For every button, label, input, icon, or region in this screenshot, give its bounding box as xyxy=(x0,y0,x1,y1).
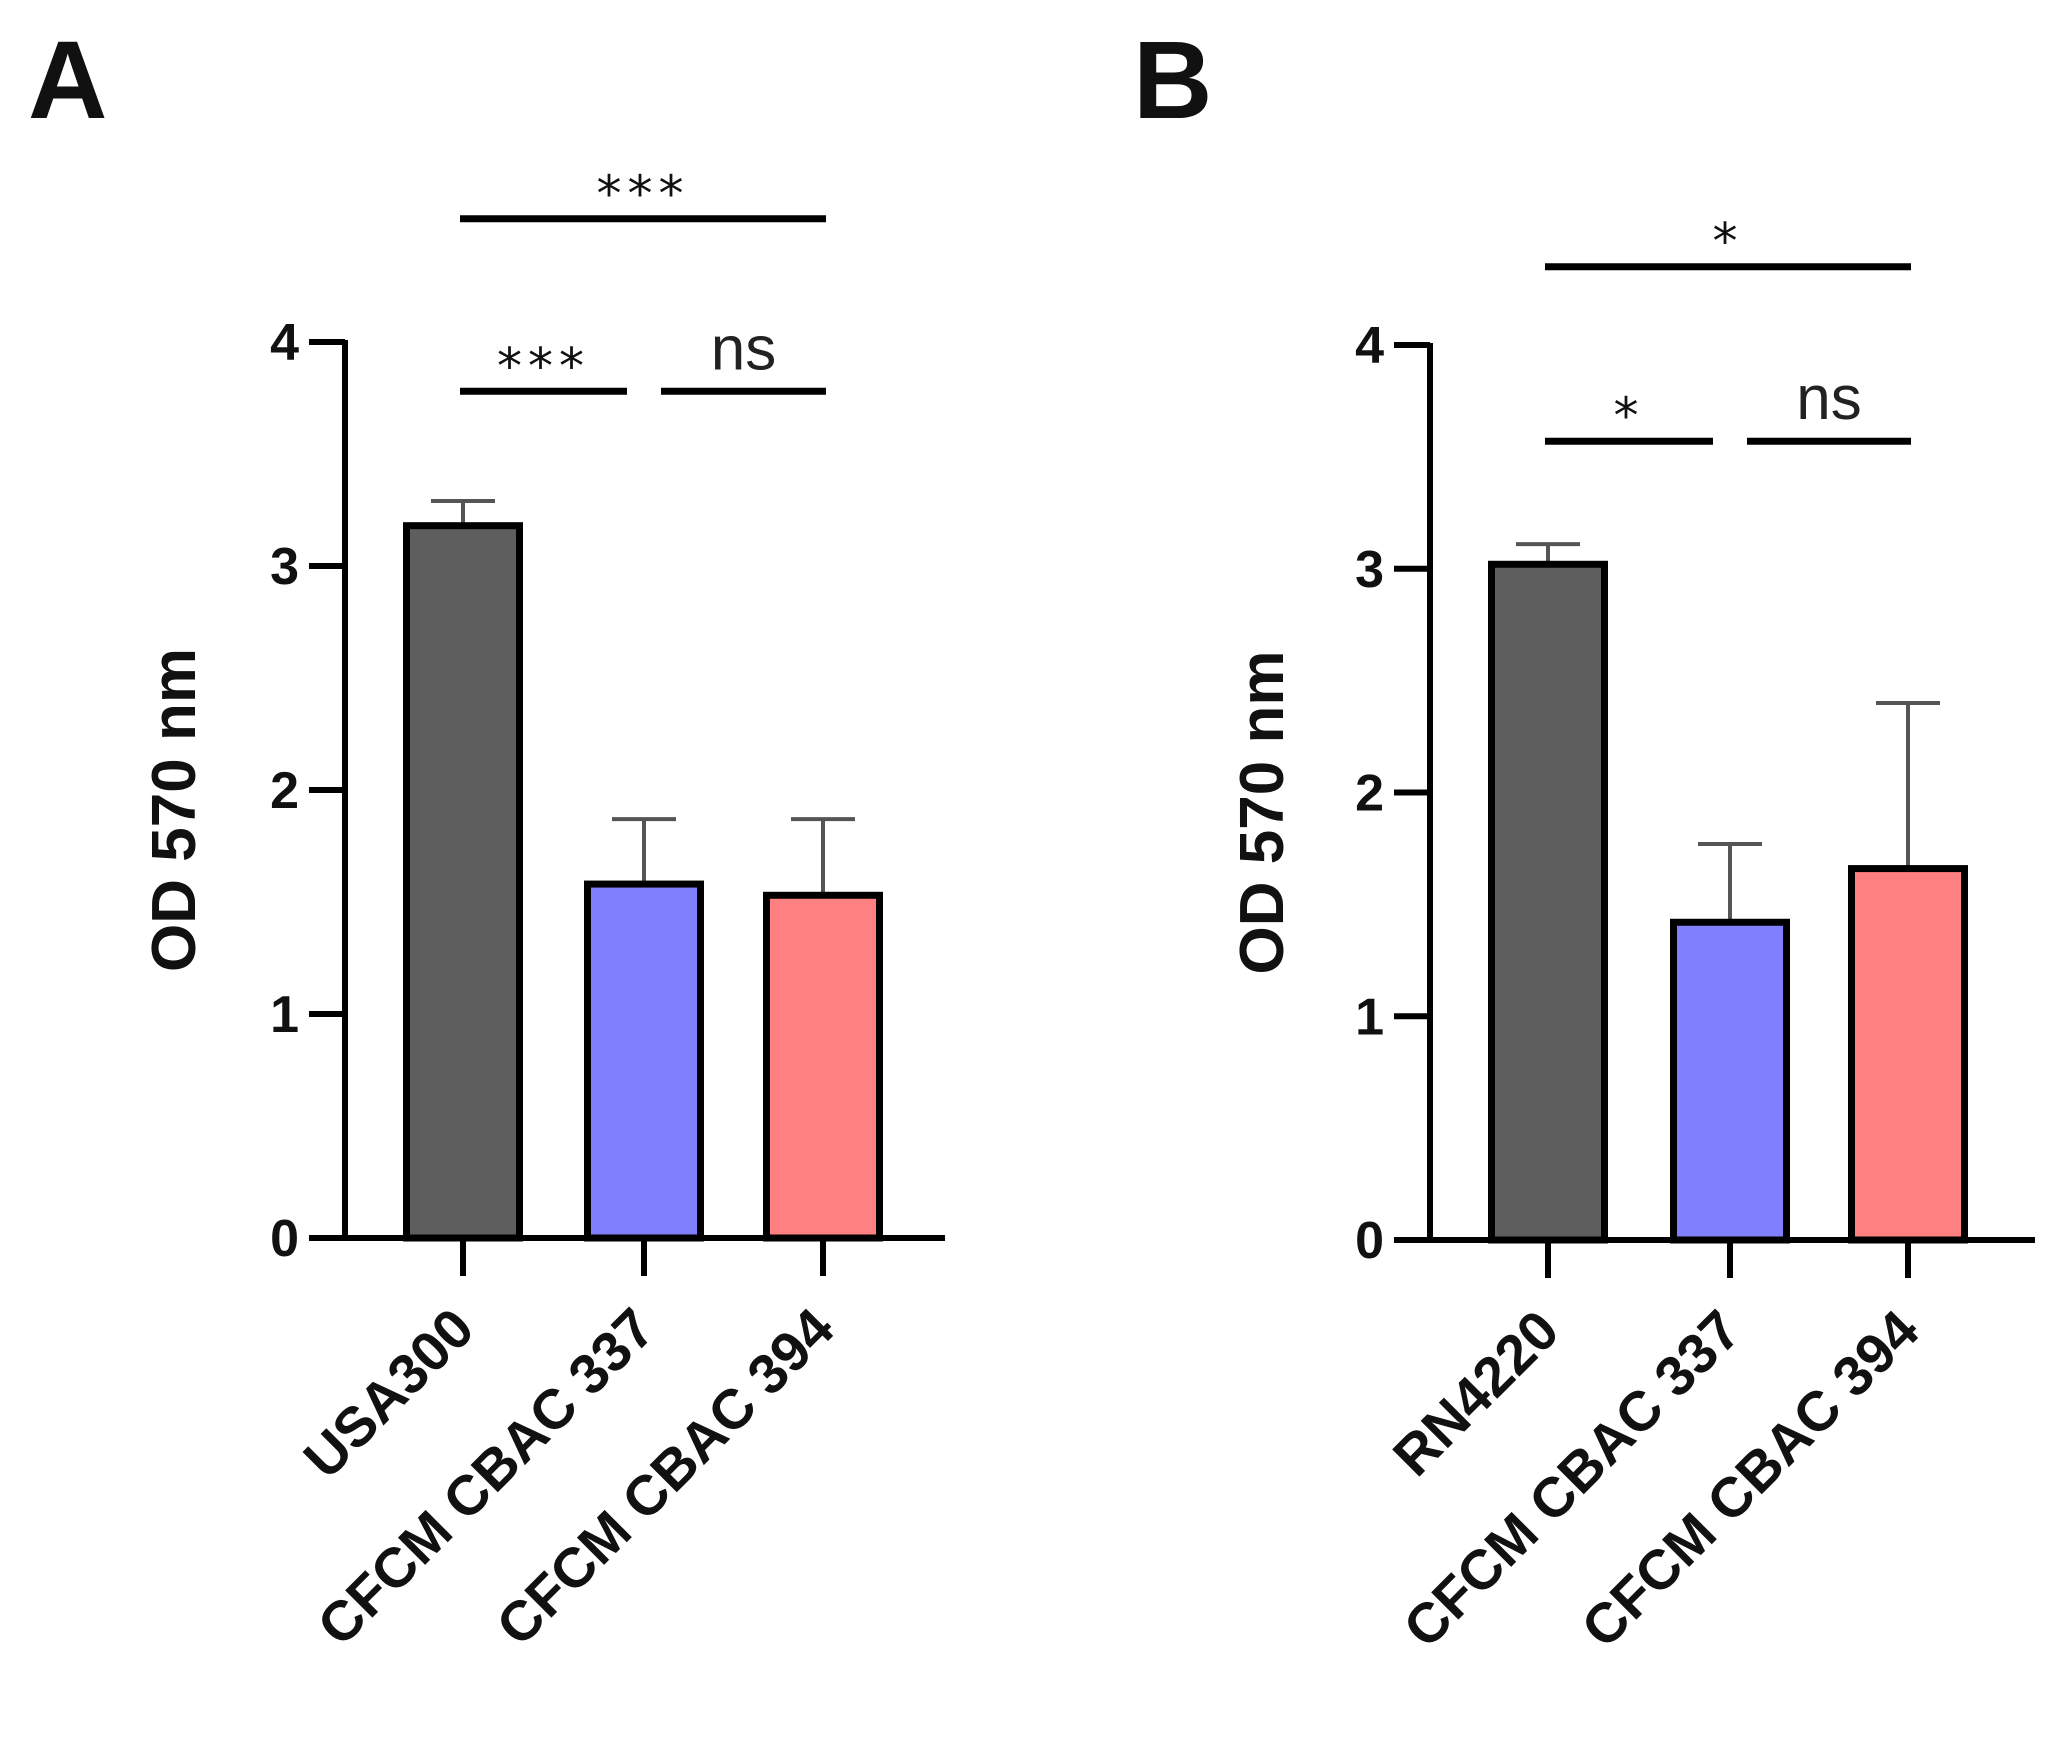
y-tick-label: 4 xyxy=(270,314,299,372)
y-tick-label: 4 xyxy=(1355,317,1384,375)
significance-label: * xyxy=(1713,213,1744,271)
y-tick-label: 0 xyxy=(270,1210,299,1268)
y-tick-label: 1 xyxy=(270,986,299,1044)
bar-2 xyxy=(1848,865,1968,1244)
x-category-label: CFCM CBAC 337 xyxy=(1391,1298,1752,1659)
y-tick-label: 3 xyxy=(270,538,299,596)
y-tick-label: 2 xyxy=(270,762,299,820)
bar-1 xyxy=(584,880,704,1242)
y-tick-label: 3 xyxy=(1355,541,1384,599)
panel-label: B xyxy=(1133,19,1212,142)
panel-label: A xyxy=(28,19,107,142)
x-category-label: CFCM CBAC 394 xyxy=(484,1296,845,1657)
significance-label: *** xyxy=(597,165,690,223)
x-category-label: RN4220 xyxy=(1381,1298,1571,1488)
bar-0 xyxy=(1488,560,1608,1244)
significance-label: ns xyxy=(1796,364,1861,433)
bar-1 xyxy=(1670,918,1790,1244)
y-tick-label: 1 xyxy=(1355,988,1384,1046)
x-category-label: CFCM CBAC 394 xyxy=(1569,1298,1930,1659)
bar-0 xyxy=(403,522,523,1242)
y-axis-title: OD 570 nm xyxy=(1228,651,1297,975)
significance-label: * xyxy=(1614,387,1645,445)
y-axis-title: OD 570 nm xyxy=(140,648,209,972)
y-tick-label: 2 xyxy=(1355,765,1384,823)
significance-label: *** xyxy=(497,337,590,395)
x-category-label: CFCM CBAC 337 xyxy=(305,1296,666,1657)
y-tick-label: 0 xyxy=(1355,1212,1384,1270)
bar-2 xyxy=(763,891,883,1242)
significance-label: ns xyxy=(711,314,776,383)
